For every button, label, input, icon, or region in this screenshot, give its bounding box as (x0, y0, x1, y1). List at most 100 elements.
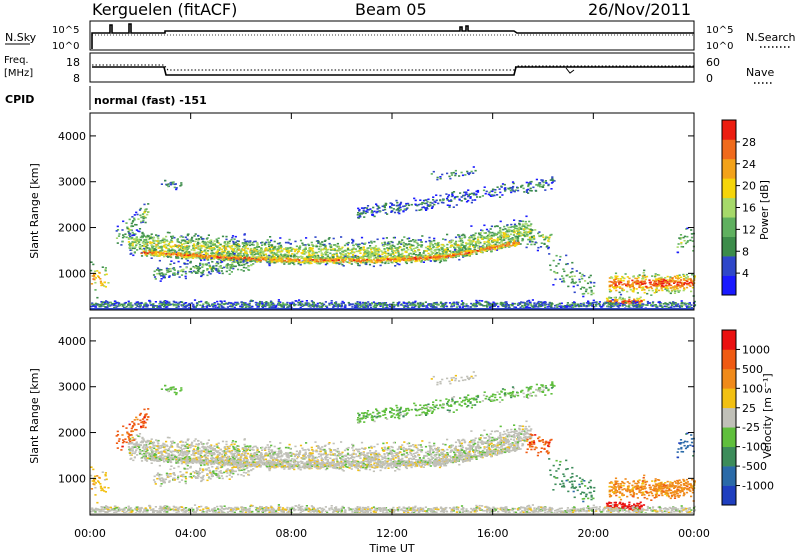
power-echo-cell (154, 305, 157, 307)
power-echo-cell (520, 220, 523, 222)
power-echo-cell (249, 252, 252, 254)
power-echo-cell (628, 277, 631, 280)
power-echo-cell (315, 257, 318, 259)
power-echo-cell (439, 259, 442, 261)
power-echo-cell (498, 237, 501, 239)
power-echo-cell (671, 280, 674, 283)
power-echo-cell (547, 247, 550, 250)
power-echo-cell (286, 251, 289, 253)
power-echo-cell (335, 259, 338, 261)
power-echo-cell (469, 236, 472, 238)
power-echo-cell (243, 238, 246, 241)
power-echo-cell (197, 270, 200, 273)
power-echo-cell (219, 253, 222, 255)
power-echo-cell (378, 210, 381, 213)
power-echo-cell (387, 254, 390, 256)
power-echo-cell (303, 253, 306, 255)
power-echo-cell (459, 192, 462, 194)
power-echo-cell (245, 242, 248, 244)
power-echo-cell (344, 253, 347, 255)
power-echo-cell (237, 262, 240, 264)
power-echo-cell (471, 250, 474, 252)
power-echo-cell (170, 256, 173, 259)
power-echo-cell (469, 253, 472, 255)
power-echo-cell (451, 256, 455, 259)
power-echo-cell (209, 242, 212, 245)
power-echo-cell (383, 258, 386, 261)
power-echo-cell (522, 229, 525, 231)
power-echo-cell (90, 283, 94, 285)
power-echo-cell (618, 283, 621, 286)
power-echo-cell (461, 239, 464, 242)
power-echo-cell (503, 183, 506, 186)
power-echo-cell (164, 179, 167, 182)
power-echo-cell (638, 283, 641, 285)
power-echo-cell (414, 247, 417, 249)
power-echo-cell (507, 228, 510, 231)
power-echo-cell (99, 278, 102, 280)
power-echo-cell (581, 273, 584, 276)
power-echo-cell (129, 235, 132, 238)
power-echo-cell (645, 275, 649, 278)
power-echo-cell (472, 240, 475, 242)
power-echo-cell (485, 236, 488, 239)
power-echo-cell (248, 244, 251, 247)
power-echo-cell (470, 201, 473, 204)
power-echo-cell (369, 208, 372, 210)
power-echo-cell (183, 247, 186, 249)
power-echo-cell (501, 183, 505, 185)
power-echo-cell (615, 285, 619, 287)
power-echo-cell (103, 274, 107, 276)
power-echo-cell (136, 301, 140, 303)
power-echo-cell (684, 242, 688, 245)
power-echo-cell (336, 255, 339, 258)
power-echo-cell (134, 239, 137, 241)
power-echo-cell (145, 247, 148, 249)
power-echo-cell (132, 220, 135, 222)
power-echo-cell (448, 206, 451, 208)
power-echo-cell (652, 279, 655, 282)
power-echo-cell (550, 179, 553, 181)
power-echo-cell (455, 301, 458, 304)
power-echo-cell (548, 237, 551, 240)
power-echo-cell (529, 239, 532, 241)
power-echo-cell (487, 230, 490, 232)
power-echo-cell (345, 256, 348, 259)
power-echo-cell (107, 282, 110, 284)
power-echo-cell (166, 231, 169, 234)
power-echo-cell (590, 293, 593, 296)
power-echo-cell (623, 298, 626, 300)
power-echo-cell (304, 248, 307, 250)
power-echo-cell (326, 254, 329, 256)
power-echo-cell (501, 194, 504, 196)
power-echo-cell (470, 251, 473, 253)
power-echo-cell (408, 252, 411, 255)
power-echo-cell (644, 276, 647, 278)
power-echo-cell (293, 250, 296, 253)
power-echo-cell (396, 207, 399, 210)
power-echo-cell (390, 248, 393, 250)
power-echo-cell (320, 252, 323, 254)
power-echo-cell (424, 240, 428, 243)
power-echo-cell (424, 207, 427, 209)
power-echo-cell (223, 247, 226, 249)
power-echo-cell (342, 257, 345, 260)
power-echo-cell (369, 254, 372, 257)
power-echo-cell (284, 256, 287, 258)
power-echo-cell (511, 244, 514, 246)
power-echo-cell (636, 299, 639, 301)
power-echo-cell (213, 248, 216, 250)
power-echo-cell (690, 236, 694, 239)
power-echo-cell (415, 260, 418, 262)
power-echo-cell (519, 234, 522, 237)
power-echo-cell (481, 229, 484, 232)
power-echo-cell (673, 288, 676, 291)
power-echo-cell (641, 275, 644, 277)
power-echo-cell (477, 232, 481, 235)
power-echo-cell (613, 280, 616, 283)
power-echo-cell (615, 301, 618, 304)
power-echo-cell (124, 301, 127, 304)
power-echo-cell (204, 244, 207, 246)
power-echo-cell (223, 245, 226, 248)
power-echo-cell (360, 207, 364, 209)
